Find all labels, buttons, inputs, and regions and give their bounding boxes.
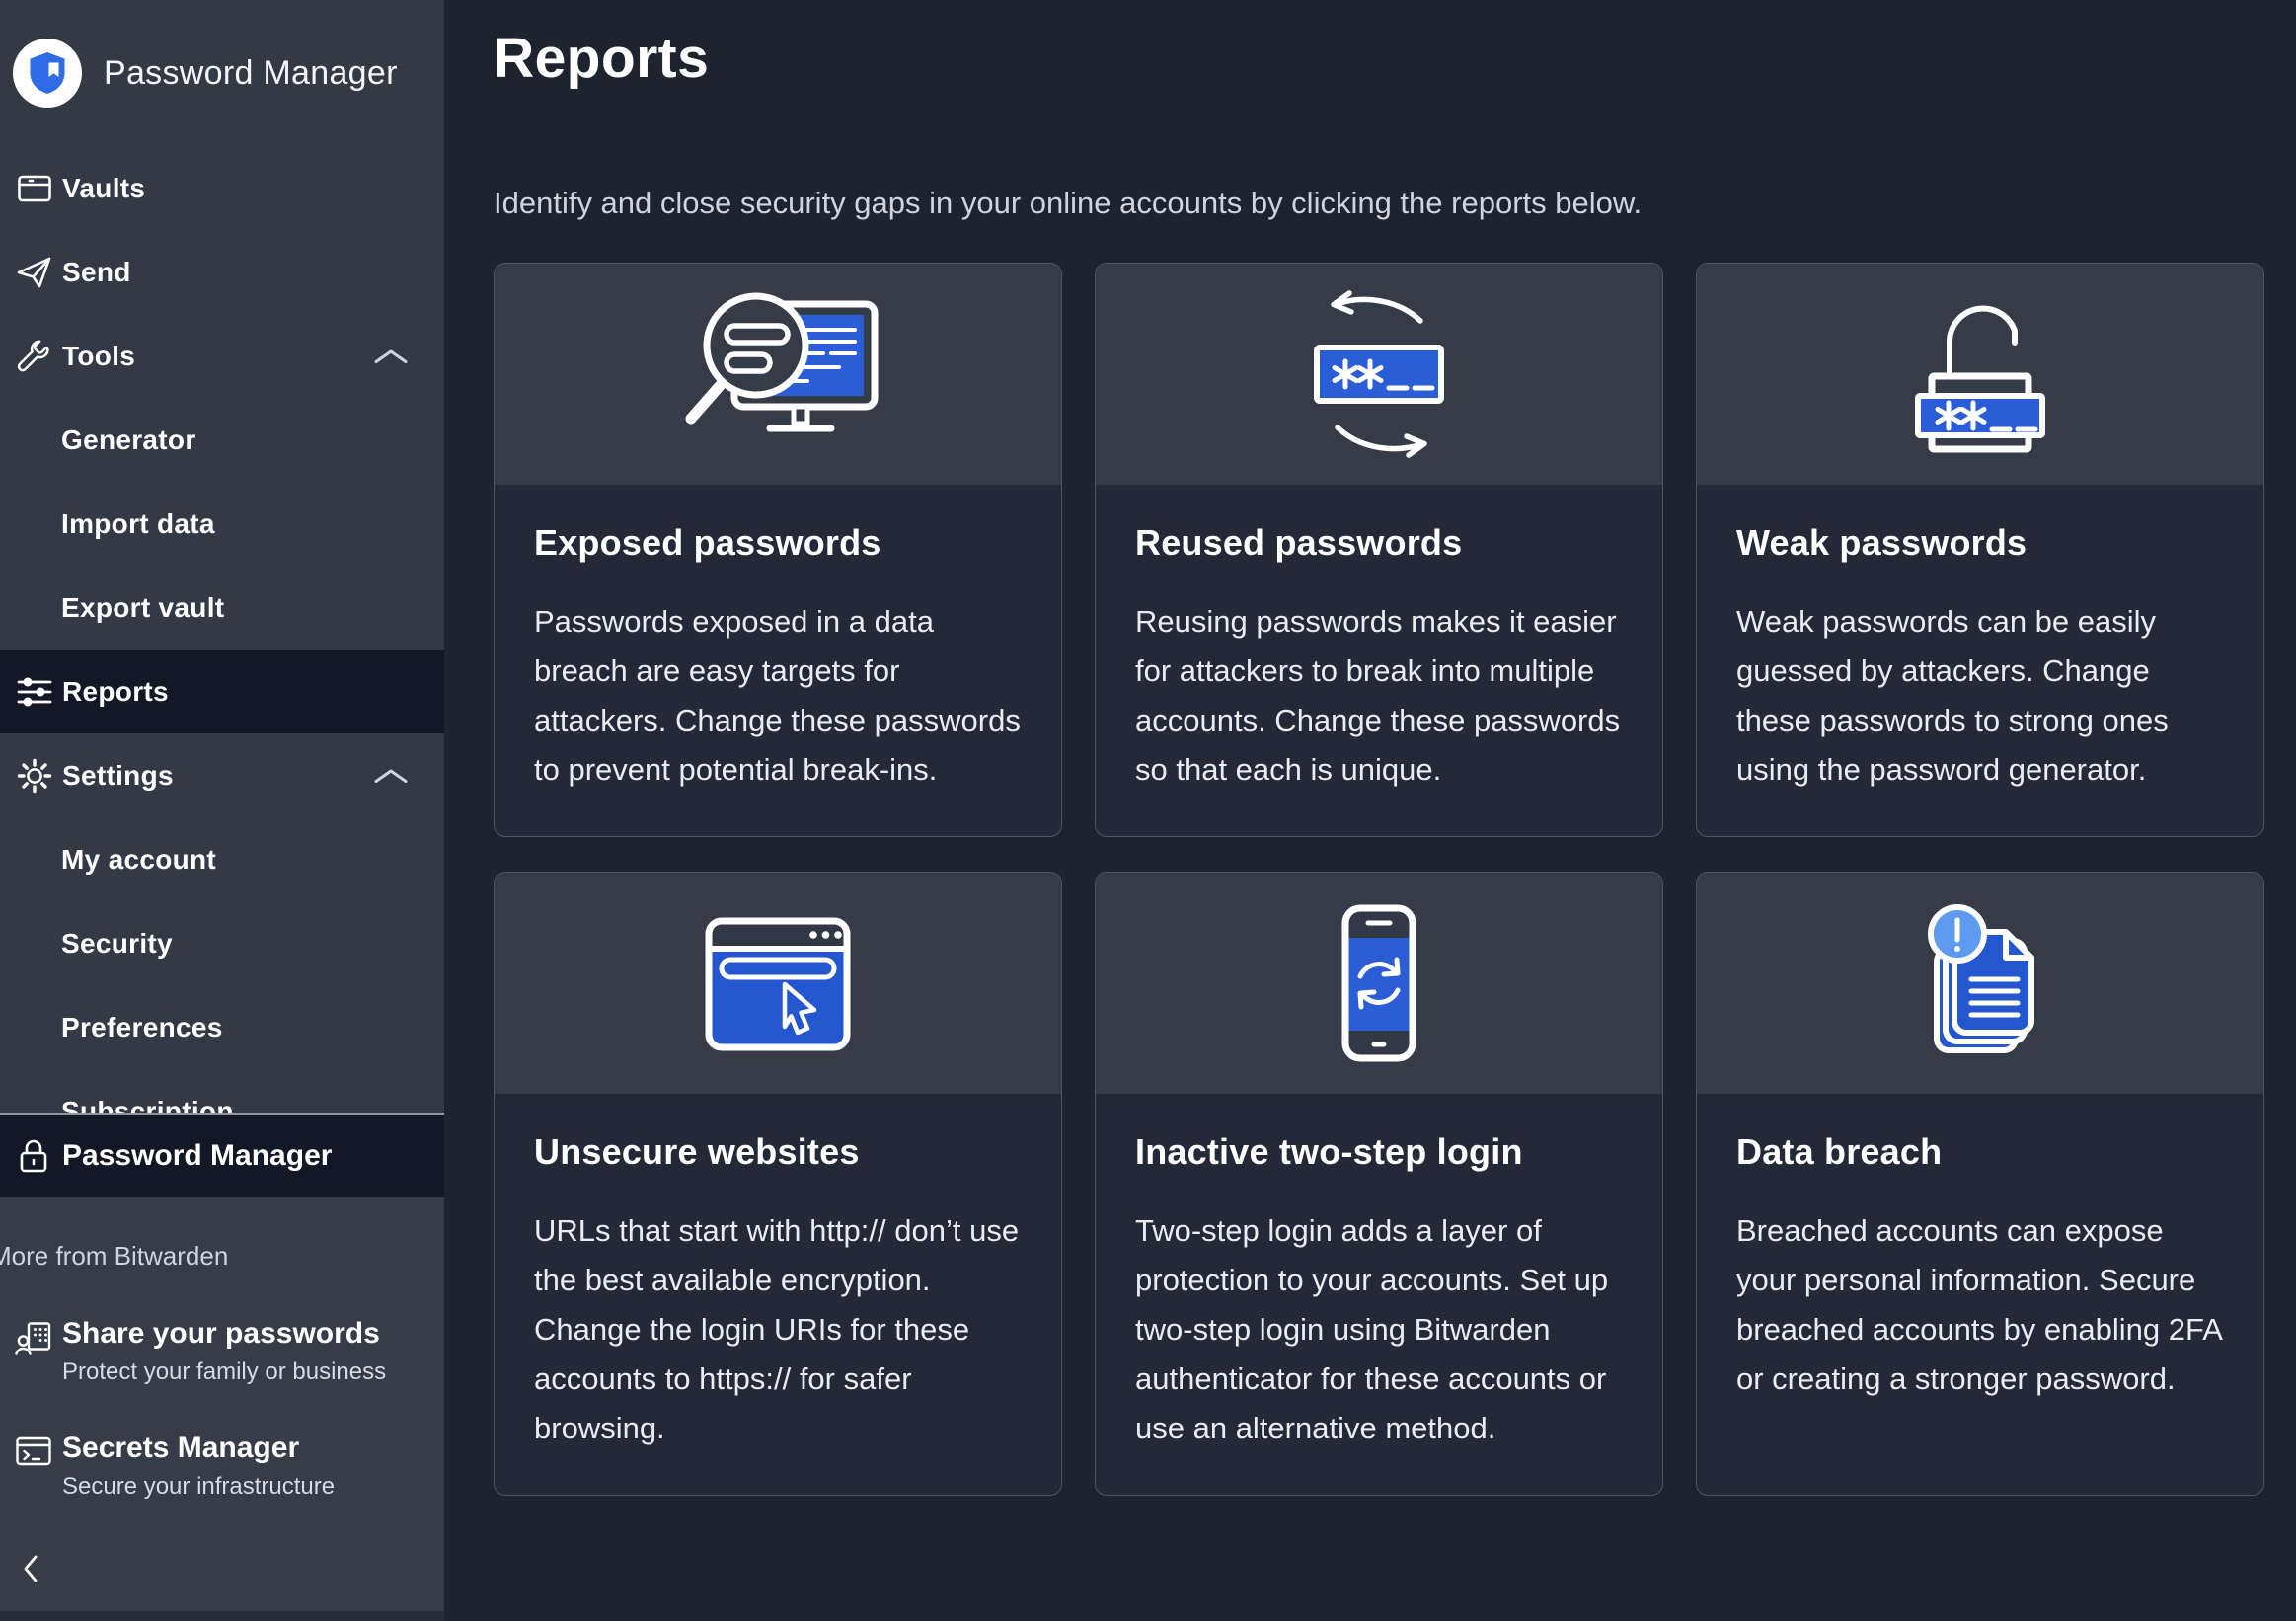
browser-cursor-icon (705, 917, 851, 1051)
sidebar-item-send[interactable]: Send (0, 230, 444, 314)
chevron-left-icon (24, 1555, 38, 1582)
card-description: Passwords exposed in a data breach are e… (534, 604, 1021, 787)
product-title: Secrets Manager (62, 1431, 300, 1464)
sidebar: Password Manager Vaults Send (0, 0, 444, 1621)
card-description: Weak passwords can be easily guessed by … (1736, 604, 2169, 787)
card-body: Data breach Breached accounts can expose… (1697, 1094, 2263, 1445)
sidebar-item-label: Generator (61, 424, 196, 455)
share-organization-icon (15, 1321, 62, 1356)
card-description: URLs that start with http:// don’t use t… (534, 1213, 1020, 1445)
brand-header: Password Manager (0, 0, 444, 146)
sidebar-item-label: Reports (62, 675, 169, 707)
product-text: Share your passwords Protect your family… (62, 1317, 386, 1386)
active-product-password-manager[interactable]: Password Manager (0, 1113, 444, 1197)
product-subtitle: Secure your infrastructure (62, 1473, 336, 1500)
card-title: Inactive two-step login (1135, 1131, 1523, 1172)
card-icon-area (495, 873, 1061, 1094)
sidebar-item-generator[interactable]: Generator (0, 398, 444, 482)
magnifier-monitor-icon (685, 292, 879, 432)
product-share-your-passwords[interactable]: Share your passwords Protect your family… (0, 1317, 444, 1386)
card-title: Exposed passwords (534, 522, 881, 563)
phone-sync-icon (1341, 904, 1416, 1062)
product-title: Share your passwords (62, 1317, 380, 1350)
product-subtitle: Protect your family or business (62, 1358, 387, 1385)
sidebar-item-label: Vaults (62, 172, 146, 203)
sidebar-item-label: Export vault (61, 591, 225, 623)
chevron-up-icon (373, 347, 409, 365)
product-text: Secrets Manager Secure your infrastructu… (62, 1431, 335, 1501)
card-body: Exposed passwords Passwords exposed in a… (495, 485, 1061, 836)
sidebar-item-tools[interactable]: Tools (0, 314, 444, 398)
product-switcher: Password Manager More from Bitwarden (0, 1113, 444, 1621)
lock-icon (17, 1138, 62, 1174)
card-icon-area (495, 264, 1061, 485)
sidebar-item-my-account[interactable]: My account (0, 817, 444, 901)
report-card-weak-passwords[interactable]: Weak passwords Weak passwords can be eas… (1696, 263, 2264, 837)
sidebar-item-label: Tools (62, 340, 136, 371)
card-title: Reused passwords (1135, 522, 1463, 563)
password-refresh-icon (1314, 290, 1444, 458)
sidebar-item-reports[interactable]: Reports (0, 650, 444, 733)
page-subtitle: Identify and close security gaps in your… (494, 186, 1643, 220)
bitwarden-shield-icon (30, 52, 65, 94)
sidebar-item-label: My account (61, 843, 217, 875)
sidebar-item-vaults[interactable]: Vaults (0, 146, 444, 230)
bitwarden-logo (13, 39, 82, 108)
gear-icon (17, 758, 62, 794)
sidebar-item-preferences[interactable]: Preferences (0, 985, 444, 1069)
terminal-icon (15, 1435, 62, 1467)
card-body: Unsecure websites URLs that start with h… (495, 1094, 1061, 1495)
sidebar-item-security[interactable]: Security (0, 901, 444, 985)
report-card-inactive-two-step-login[interactable]: Inactive two-step login Two-step login a… (1095, 872, 1663, 1496)
sidebar-item-label: Send (62, 256, 131, 287)
report-card-data-breach[interactable]: Data breach Breached accounts can expose… (1696, 872, 2264, 1496)
sidebar-item-export-vault[interactable]: Export vault (0, 566, 444, 650)
card-icon-area (1697, 264, 2263, 485)
card-icon-area (1096, 873, 1662, 1094)
card-body: Reused passwords Reusing passwords makes… (1096, 485, 1662, 836)
vaults-icon (17, 173, 62, 204)
card-description: Two-step login adds a layer of protectio… (1135, 1213, 1609, 1445)
page-title: Reports (494, 27, 710, 90)
sidebar-item-settings[interactable]: Settings (0, 733, 444, 817)
sidebar-item-label: Security (61, 927, 173, 959)
sidebar-item-label: Settings (62, 759, 174, 791)
sliders-icon (17, 677, 62, 707)
report-cards-grid: Exposed passwords Passwords exposed in a… (494, 263, 2296, 1496)
card-body: Inactive two-step login Two-step login a… (1096, 1094, 1662, 1495)
report-card-reused-passwords[interactable]: Reused passwords Reusing passwords makes… (1095, 263, 1663, 837)
chevron-up-icon (373, 767, 409, 785)
breach-documents-icon (1928, 904, 2034, 1053)
weak-lock-icon (1915, 305, 2045, 453)
card-icon-area (1096, 264, 1662, 485)
card-title: Data breach (1736, 1131, 1943, 1172)
product-secrets-manager[interactable]: Secrets Manager Secure your infrastructu… (0, 1431, 444, 1501)
brand-title: Password Manager (104, 53, 398, 92)
report-card-exposed-passwords[interactable]: Exposed passwords Passwords exposed in a… (494, 263, 1062, 837)
main-content: Reports Identify and close security gaps… (444, 0, 2296, 1621)
sidebar-item-import-data[interactable]: Import data (0, 482, 444, 566)
card-description: Reusing passwords makes it easier for at… (1135, 604, 1621, 787)
report-card-unsecure-websites[interactable]: Unsecure websites URLs that start with h… (494, 872, 1062, 1496)
send-icon (17, 256, 62, 289)
sidebar-item-label: Preferences (61, 1011, 223, 1042)
card-title: Unsecure websites (534, 1131, 860, 1172)
more-from-bitwarden-label: More from Bitwarden (0, 1241, 229, 1271)
active-product-label: Password Manager (62, 1139, 333, 1172)
card-body: Weak passwords Weak passwords can be eas… (1697, 485, 2263, 836)
card-title: Weak passwords (1736, 522, 2028, 563)
collapse-sidebar-button[interactable] (22, 1554, 39, 1583)
sidebar-item-label: Import data (61, 507, 215, 539)
card-description: Breached accounts can expose your person… (1736, 1213, 2222, 1396)
wrench-icon (17, 339, 62, 374)
card-icon-area (1697, 873, 2263, 1094)
sidebar-bottom-strip (0, 1611, 444, 1621)
